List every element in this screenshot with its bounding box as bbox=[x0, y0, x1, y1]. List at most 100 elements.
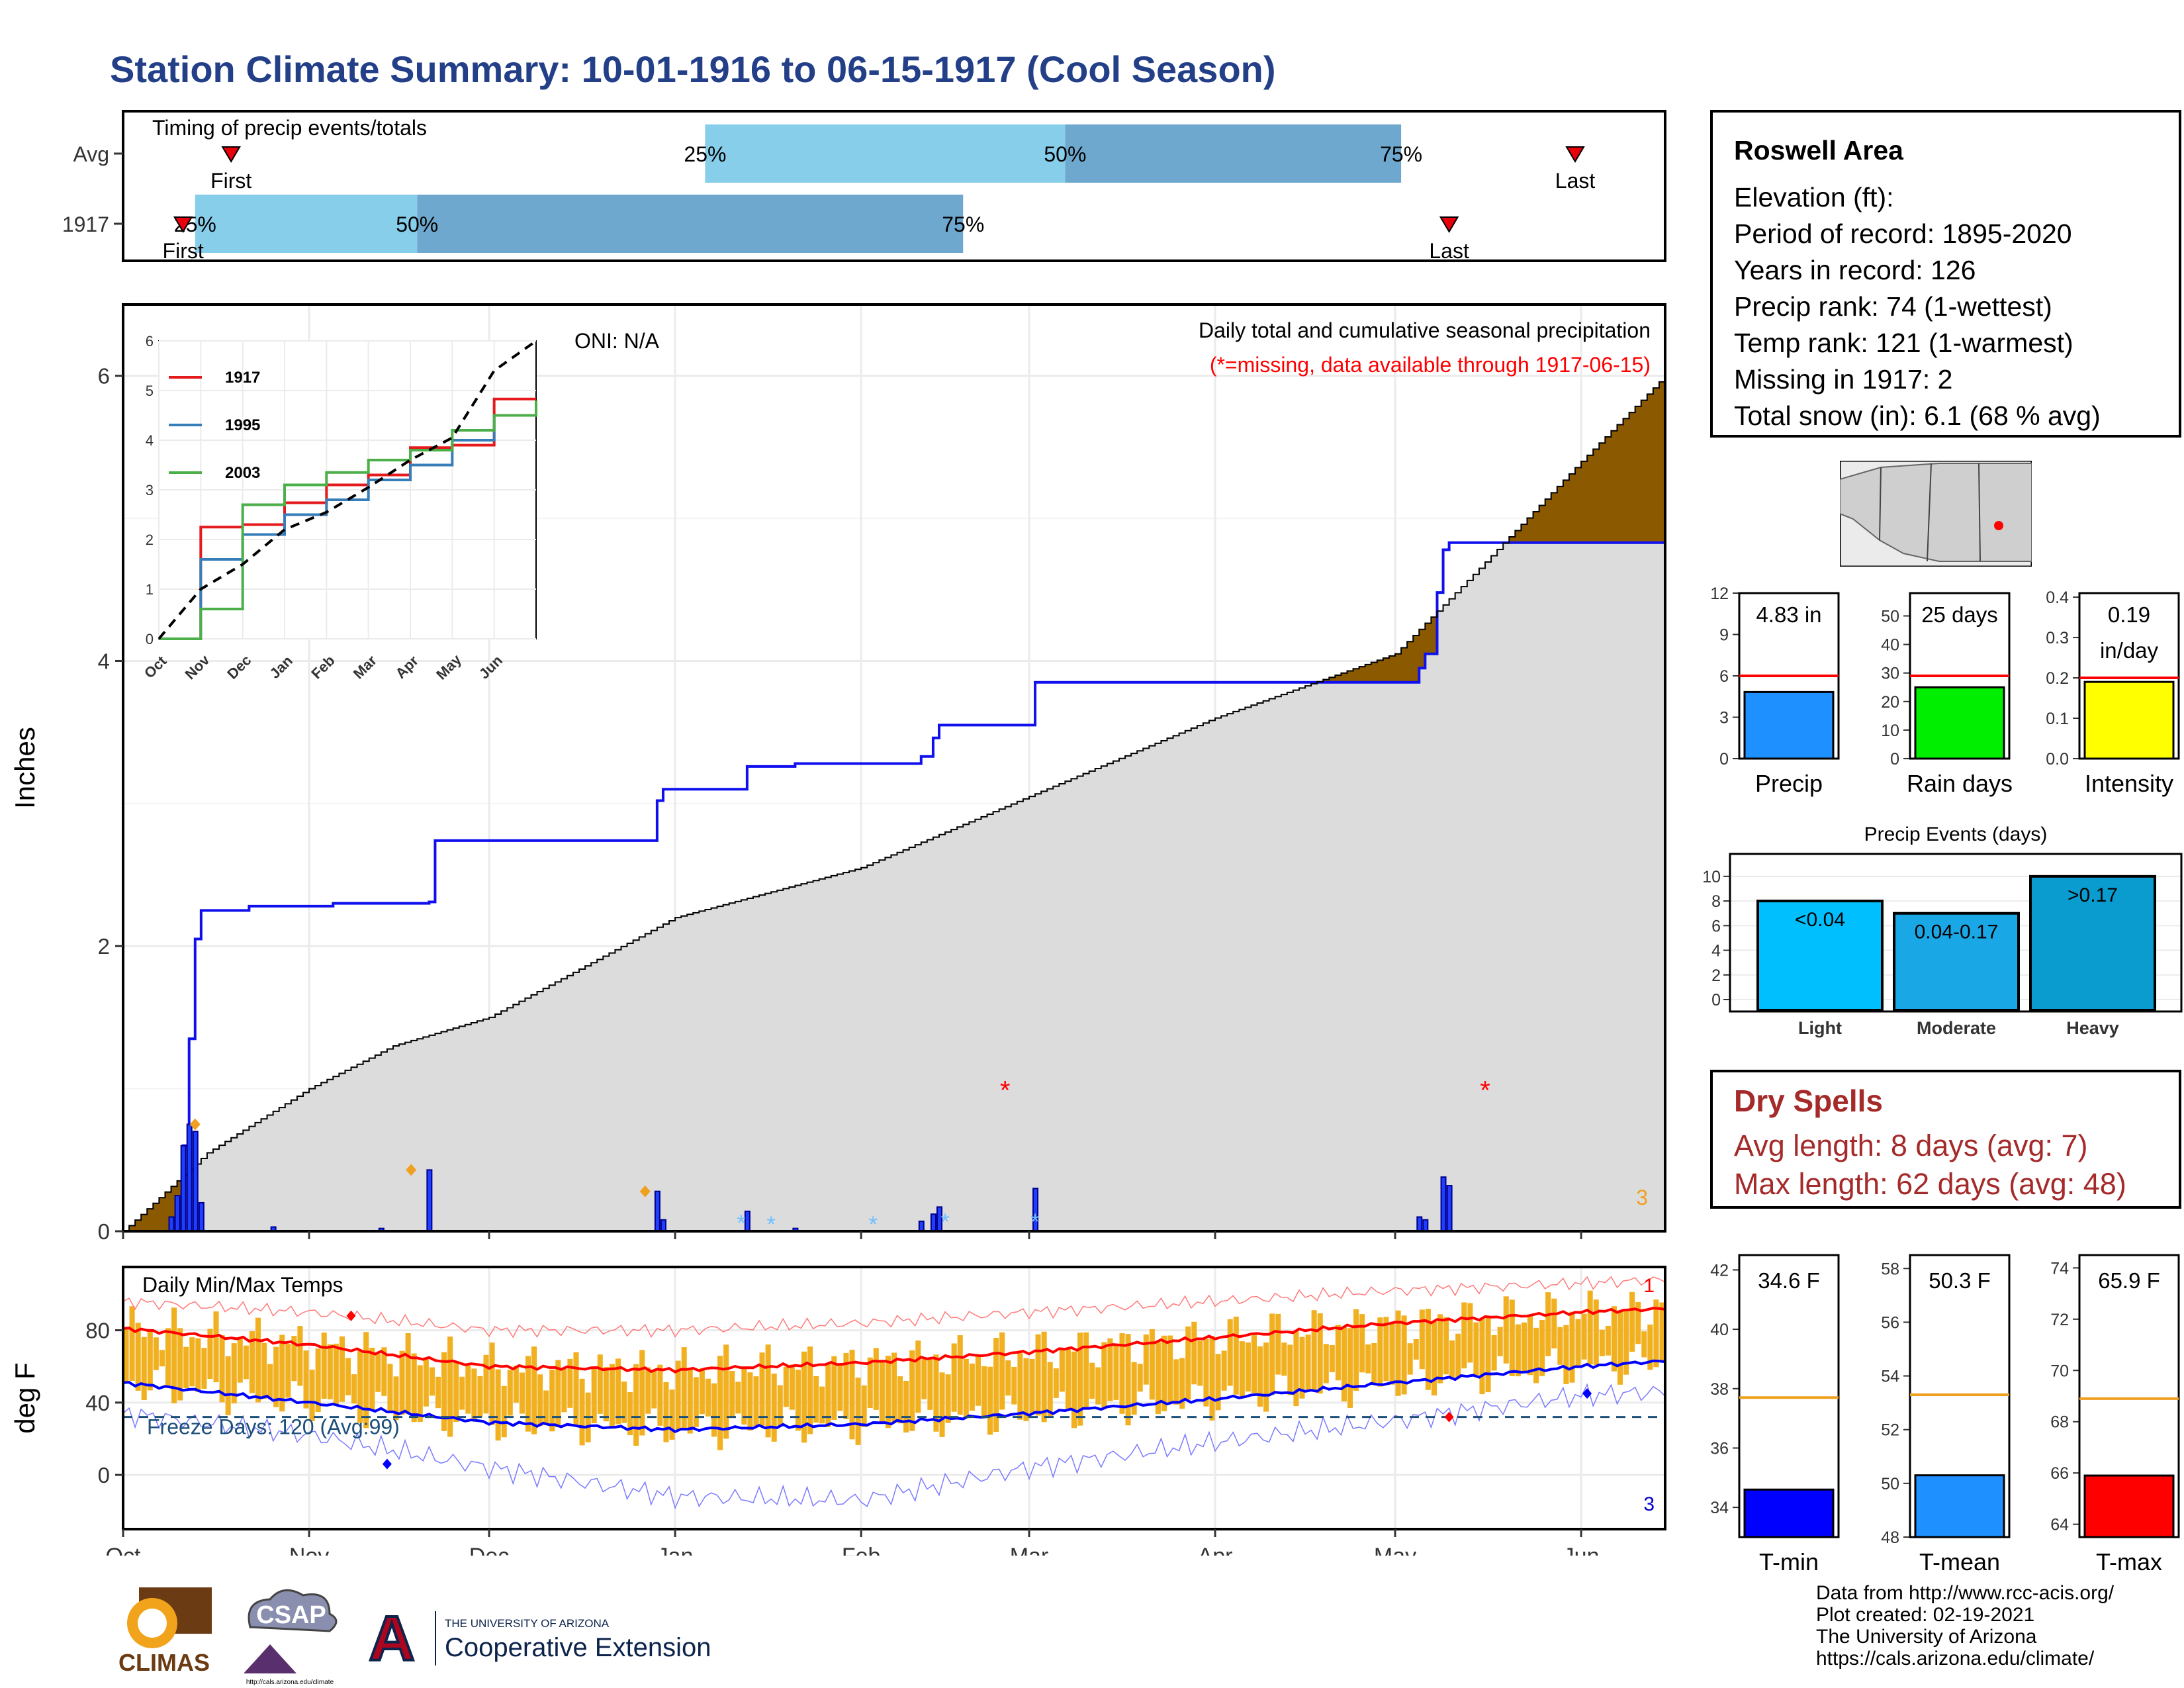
dry-spells-avg: Avg length: 8 days (avg: 7) bbox=[1734, 1129, 2088, 1162]
daily-temp-bar bbox=[237, 1337, 243, 1383]
daily-temp-bar bbox=[759, 1352, 765, 1427]
precip-y-tick-label: 4 bbox=[98, 649, 110, 673]
daily-temp-bar bbox=[1173, 1359, 1179, 1405]
daily-temp-bar bbox=[1251, 1334, 1257, 1393]
precip-header: Daily total and cumulative seasonal prec… bbox=[1199, 318, 1651, 342]
daily-temp-bar bbox=[153, 1337, 159, 1370]
gauge-tick-label: 50 bbox=[1881, 607, 1899, 626]
precip-count-label: 3 bbox=[1636, 1186, 1648, 1209]
info-snow: Total snow (in): 6.1 (68 % avg) bbox=[1734, 400, 2101, 431]
daily-temp-bar bbox=[339, 1336, 345, 1402]
missing-marker: * bbox=[1000, 1076, 1011, 1105]
snow-marker: * bbox=[767, 1212, 776, 1237]
gauge-tick-label: 68 bbox=[2050, 1413, 2069, 1432]
gauge-tick-label: 74 bbox=[2050, 1259, 2069, 1278]
record-marker bbox=[382, 1458, 392, 1470]
daily-temp-bar bbox=[549, 1370, 555, 1432]
gauge-tick-label: 54 bbox=[1881, 1368, 1899, 1386]
daily-temp-bar bbox=[447, 1336, 453, 1437]
temp-frame bbox=[122, 1266, 1666, 1530]
daily-temp-bar bbox=[615, 1358, 621, 1425]
heavy-event-marker bbox=[406, 1164, 417, 1176]
daily-temp-bar bbox=[1329, 1344, 1335, 1372]
daily-temp-bar bbox=[279, 1335, 285, 1412]
daily-temp-bar bbox=[699, 1368, 705, 1415]
gauge-tick-label: 0.0 bbox=[2046, 750, 2069, 769]
gauge-tick-label: 12 bbox=[1710, 585, 1729, 603]
timing-p75-label: 75% bbox=[1380, 142, 1422, 166]
timing-row-label: Avg bbox=[73, 142, 109, 166]
daily-temp-bar bbox=[1593, 1299, 1599, 1365]
daily-temp-bar bbox=[555, 1360, 561, 1428]
daily-temp-bar bbox=[963, 1358, 969, 1419]
daily-temp-bar bbox=[1083, 1332, 1089, 1408]
daily-temp-bar bbox=[291, 1336, 297, 1382]
daily-temp-bar bbox=[897, 1376, 903, 1424]
daily-temp-bar bbox=[819, 1386, 825, 1424]
station-marker bbox=[1994, 521, 2003, 530]
daily-precip-bar bbox=[1416, 1216, 1423, 1233]
gauge-tick-label: 34 bbox=[1710, 1499, 1729, 1517]
gauge-tick-label: 52 bbox=[1881, 1421, 1899, 1440]
page-title: Station Climate Summary: 10-01-1916 to 0… bbox=[110, 48, 1276, 90]
daily-temp-bar bbox=[1167, 1335, 1173, 1403]
daily-temp-bar bbox=[573, 1352, 579, 1426]
precip-chart: * * * * * * * 0 2 4 6 Inches ONI: N/A Daily total and… bbox=[9, 303, 1666, 1244]
daily-temp-bar bbox=[1005, 1360, 1011, 1396]
daily-temp-bar bbox=[969, 1363, 975, 1411]
daily-temp-bar bbox=[1635, 1301, 1641, 1344]
timing-last-marker bbox=[1439, 216, 1459, 233]
daily-temp-bar bbox=[867, 1357, 873, 1409]
daily-temp-bar bbox=[525, 1356, 531, 1432]
daily-temp-bar bbox=[825, 1363, 831, 1427]
daily-temp-bar bbox=[705, 1378, 711, 1417]
daily-temp-bar bbox=[1035, 1334, 1041, 1416]
timing-first-label: First bbox=[163, 239, 204, 263]
info-elevation: Elevation (ft): bbox=[1734, 182, 1894, 212]
climas-logo-text: CLIMAS bbox=[118, 1649, 210, 1676]
daily-temp-bar bbox=[813, 1376, 819, 1423]
gauge-value-bar bbox=[1743, 690, 1835, 760]
daily-temp-bar bbox=[771, 1374, 777, 1442]
timing-last-label: Last bbox=[1429, 239, 1469, 263]
daily-temp-bar bbox=[711, 1383, 717, 1437]
inset-series-line bbox=[158, 340, 537, 640]
credit-line: https://cals.arizona.edu/climate/ bbox=[1816, 1648, 2095, 1669]
month-label: Mar bbox=[1010, 1544, 1049, 1556]
event-bar-label: >0.17 bbox=[2068, 884, 2118, 906]
daily-temp-bar bbox=[1017, 1353, 1023, 1420]
gauge-tick-label: 20 bbox=[1881, 693, 1899, 712]
daily-temp-bar bbox=[603, 1367, 609, 1422]
gauge-tick-label: 56 bbox=[1881, 1313, 1899, 1332]
daily-temp-bar bbox=[831, 1356, 837, 1420]
gauge-tick-label: 40 bbox=[1710, 1321, 1729, 1339]
gauge-tick-label: 10 bbox=[1881, 722, 1899, 740]
gauge-value-bar bbox=[1743, 1488, 1835, 1538]
daily-temp-bar bbox=[1389, 1323, 1395, 1385]
record-max-line bbox=[122, 1276, 1666, 1338]
daily-temp-bar bbox=[1107, 1338, 1113, 1401]
daily-temp-bar bbox=[231, 1343, 237, 1404]
daily-temp-bar bbox=[1383, 1317, 1389, 1382]
map-land bbox=[1840, 463, 2032, 562]
snow-marker: * bbox=[869, 1212, 878, 1237]
daily-temp-bar bbox=[753, 1376, 759, 1426]
record-marker bbox=[1582, 1388, 1592, 1399]
daily-temp-bar bbox=[1161, 1335, 1167, 1411]
daily-temp-bar bbox=[765, 1344, 771, 1438]
intensity-gauge-value: in/day bbox=[2100, 638, 2159, 663]
temp-panel-title: Daily Min/Max Temps bbox=[142, 1273, 343, 1297]
record-min-line bbox=[122, 1383, 1666, 1510]
daily-temp-bar bbox=[1485, 1317, 1491, 1393]
daily-temp-bar bbox=[1497, 1327, 1503, 1356]
daily-temp-bar bbox=[1071, 1351, 1077, 1429]
daily-temp-bar bbox=[345, 1358, 351, 1395]
inset-legend-label: 2003 bbox=[225, 464, 260, 482]
events-frame bbox=[1729, 853, 2183, 1013]
daily-temp-bar bbox=[1047, 1362, 1053, 1417]
oni-label: ONI: N/A bbox=[574, 329, 660, 353]
heavy-event-marker bbox=[639, 1185, 651, 1197]
csap-mountain bbox=[244, 1644, 296, 1673]
daily-temp-bar bbox=[1293, 1331, 1299, 1407]
daily-temp-bar bbox=[1419, 1309, 1425, 1370]
